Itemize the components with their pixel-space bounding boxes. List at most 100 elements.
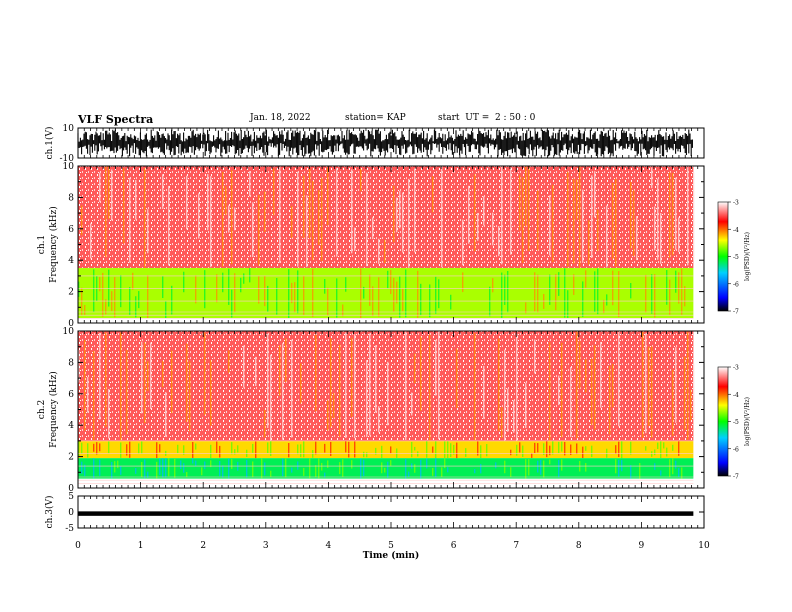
ch1-spectrogram-texture — [147, 275, 149, 319]
ch1-spectrogram-texture — [105, 299, 107, 315]
ch2-spectrogram-texture — [363, 451, 365, 458]
ch2-spectrogram-texture — [144, 459, 146, 479]
ch2-spectrogram-texture — [300, 363, 302, 404]
ch2-spectrogram-texture — [120, 442, 122, 458]
ch1-spectrogram-texture — [585, 270, 587, 288]
ch2-spectrogram-texture — [192, 458, 194, 464]
ch1-spectrogram-texture — [582, 189, 584, 263]
x-tick-label: 5 — [388, 541, 394, 551]
ch2-spectrogram-texture — [516, 444, 518, 456]
ch2-spectrogram-texture — [390, 446, 392, 454]
ch2-spectrogram-texture — [525, 382, 527, 429]
ch2-spectrogram-texture — [237, 445, 239, 453]
ch1-spectrogram-texture — [387, 270, 389, 289]
ch1-spectrogram-texture — [537, 190, 539, 251]
ch1-spectrogram-texture — [645, 274, 647, 313]
ch1-spectrogram-texture — [678, 217, 680, 253]
ch1-spectrogram-texture — [534, 272, 536, 312]
ch2-spectrogram-texture — [234, 449, 236, 455]
ch2-spectrogram-texture — [156, 461, 158, 479]
ch2-spectrogram-colorbar-tick-label: -5 — [733, 419, 739, 426]
ch1-spectrogram-texture — [672, 172, 674, 256]
ch2-spectrogram-texture — [543, 443, 545, 455]
ch1-spectrogram-ytick-label: 10 — [63, 162, 75, 172]
ch1-spectrogram-texture — [675, 270, 677, 293]
ch2-spectrogram-texture — [204, 461, 206, 470]
ch2-spectrogram-texture — [558, 441, 560, 454]
ch2-spectrogram-texture — [414, 446, 416, 451]
ch1-spectrogram-texture — [564, 268, 566, 318]
ch2-spectrogram-texture — [591, 358, 593, 425]
ch2-spectrogram-texture — [93, 458, 95, 479]
ch2-spectrogram-texture — [99, 459, 101, 476]
ch1-spectrogram-texture — [363, 286, 365, 299]
ch1-spectrogram-texture — [228, 205, 230, 233]
ch1-spectrogram-texture — [327, 287, 329, 316]
ch2-spectrogram-texture — [420, 336, 422, 411]
x-tick-label: 10 — [698, 541, 710, 551]
ch2-spectrogram-band — [78, 440, 694, 459]
ch2-spectrogram-texture — [504, 460, 506, 474]
ch1-spectrogram-texture — [678, 272, 680, 304]
ch2-spectrogram-texture — [408, 471, 410, 477]
ch2-spectrogram-texture — [264, 409, 266, 438]
ch2-spectrogram-texture — [105, 332, 107, 427]
ch2-spectrogram-texture — [366, 360, 368, 437]
ch2-spectrogram-texture — [177, 444, 179, 454]
ch1-spectrogram-texture — [165, 301, 167, 319]
ch1-spectrogram-texture — [522, 177, 524, 263]
ch2-spectrogram-texture — [219, 445, 221, 458]
ch2-spectrogram-texture — [426, 458, 428, 469]
ch2-spectrogram-texture — [435, 441, 437, 459]
ch2-spectrogram-texture — [315, 334, 317, 412]
ch2-spectrogram-texture — [255, 356, 257, 387]
ch1-spectrogram-texture — [573, 274, 575, 295]
ch1-spectrogram-texture — [402, 288, 404, 312]
ch3-waveform-ytick-label: 5 — [68, 492, 74, 502]
ch2-spectrogram-texture — [618, 441, 620, 457]
ch1-spectrogram-texture — [654, 206, 656, 251]
ch2-spectrogram-texture — [456, 442, 458, 459]
ch1-spectrogram-texture — [108, 269, 110, 307]
ch2-spectrogram-texture — [552, 440, 554, 455]
ch2-spectrogram-texture — [228, 458, 230, 479]
ch1-spectrogram-texture — [297, 171, 299, 267]
ch2-spectrogram-texture — [81, 461, 83, 474]
ch2-spectrogram-texture — [174, 458, 176, 478]
ch2-spectrogram-texture — [480, 445, 482, 459]
ch1-spectrogram-texture — [132, 272, 134, 290]
ch2-spectrogram-texture — [135, 468, 137, 474]
ch2-spectrogram-texture — [117, 460, 119, 469]
ch2-spectrogram-texture — [324, 443, 326, 453]
ch1-spectrogram-texture — [93, 269, 95, 312]
ch2-spectrogram-texture — [504, 349, 506, 441]
ch2-spectrogram-texture — [318, 458, 320, 479]
ch2-spectrogram-texture — [447, 467, 449, 473]
ch1-spectrogram-texture — [483, 196, 485, 226]
ch2-spectrogram-texture — [327, 400, 329, 431]
ch2-spectrogram-texture — [375, 345, 377, 413]
ch1-spectrogram-texture — [396, 281, 398, 304]
ch2-spectrogram-ytick-label: 8 — [68, 358, 74, 368]
ch2-spectrogram-texture — [681, 467, 683, 479]
ch1-spectrogram-texture — [264, 191, 266, 232]
ch1-spectrogram-colorbar-tick-label: -6 — [733, 281, 739, 288]
ch2-spectrogram-texture — [690, 390, 692, 421]
ch2-spectrogram-texture — [84, 464, 86, 477]
ch2-spectrogram-texture — [327, 460, 329, 468]
ch2-spectrogram-texture — [366, 452, 368, 458]
ch1-spectrogram-texture — [336, 278, 338, 318]
ch2-spectrogram-texture — [549, 445, 551, 456]
ch2-spectrogram-texture — [348, 441, 350, 458]
ch1-spectrogram-texture — [303, 276, 305, 315]
ch1-spectrogram-texture — [84, 304, 86, 316]
ch2-spectrogram-texture — [381, 445, 383, 458]
ch1-spectrogram-colorbar-tick-label: -4 — [733, 227, 739, 234]
ch2-spectrogram-texture — [78, 441, 80, 458]
ch2-spectrogram-texture — [159, 458, 161, 475]
ch1-spectrogram-ytick-label: 4 — [68, 256, 74, 266]
ch3-waveform-ytick-label: -5 — [65, 524, 74, 534]
ch1-spectrogram-texture — [78, 281, 80, 297]
ch2-spectrogram-texture — [474, 333, 476, 441]
ch1-spectrogram-texture — [144, 168, 146, 268]
